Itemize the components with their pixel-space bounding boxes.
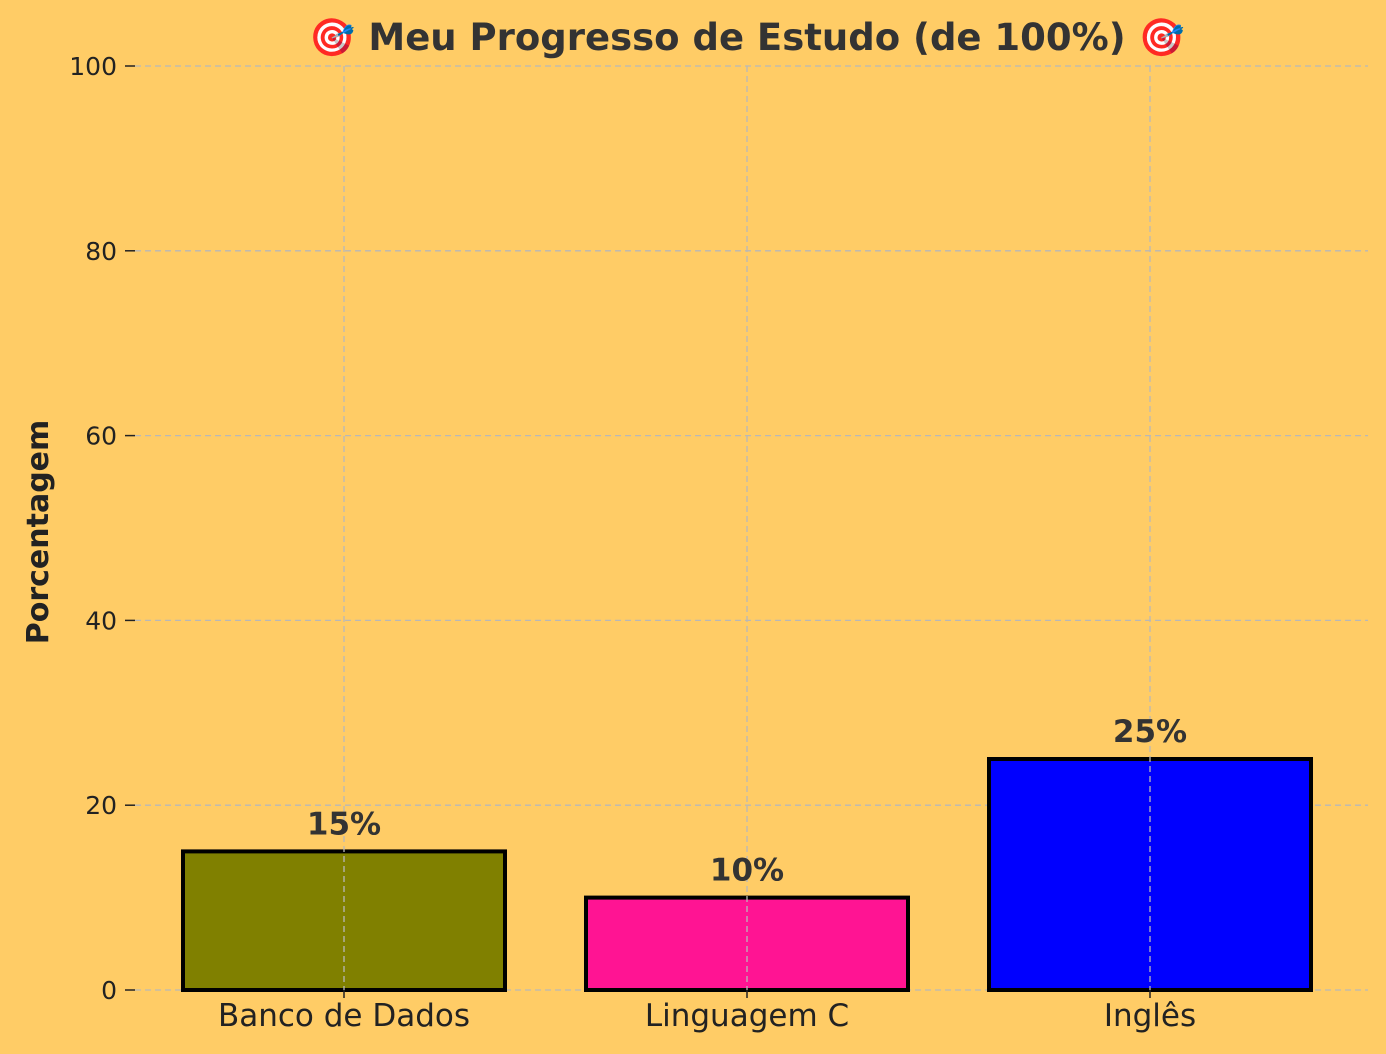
bar	[987, 757, 1313, 992]
y-tick-label: 0	[101, 976, 117, 1005]
data-label: 10%	[710, 853, 784, 889]
y-tick-label: 60	[85, 422, 117, 451]
x-tick-label: Banco de Dados	[218, 998, 470, 1034]
vertical-grid-lines	[343, 66, 1151, 990]
data-label: 15%	[307, 806, 381, 842]
chart-title: 🎯 Meu Progresso de Estudo (de 100%) 🎯	[309, 16, 1184, 59]
labels: Banco de Dados 15% Linguagem C 10% Inglês 25%	[218, 714, 1196, 1034]
data-label: 25%	[1113, 714, 1187, 750]
x-tick-label: Linguagem C	[645, 998, 849, 1034]
y-axis-ticks: 0 20 40 60 80 100	[69, 52, 1151, 1005]
x-tick-label: Inglês	[1104, 998, 1196, 1034]
y-tick-label: 100	[69, 52, 117, 81]
y-tick-label: 80	[85, 237, 117, 266]
y-tick-label: 40	[85, 606, 117, 635]
y-tick-label: 20	[85, 791, 117, 820]
y-axis-label: Porcentagem	[21, 420, 56, 645]
